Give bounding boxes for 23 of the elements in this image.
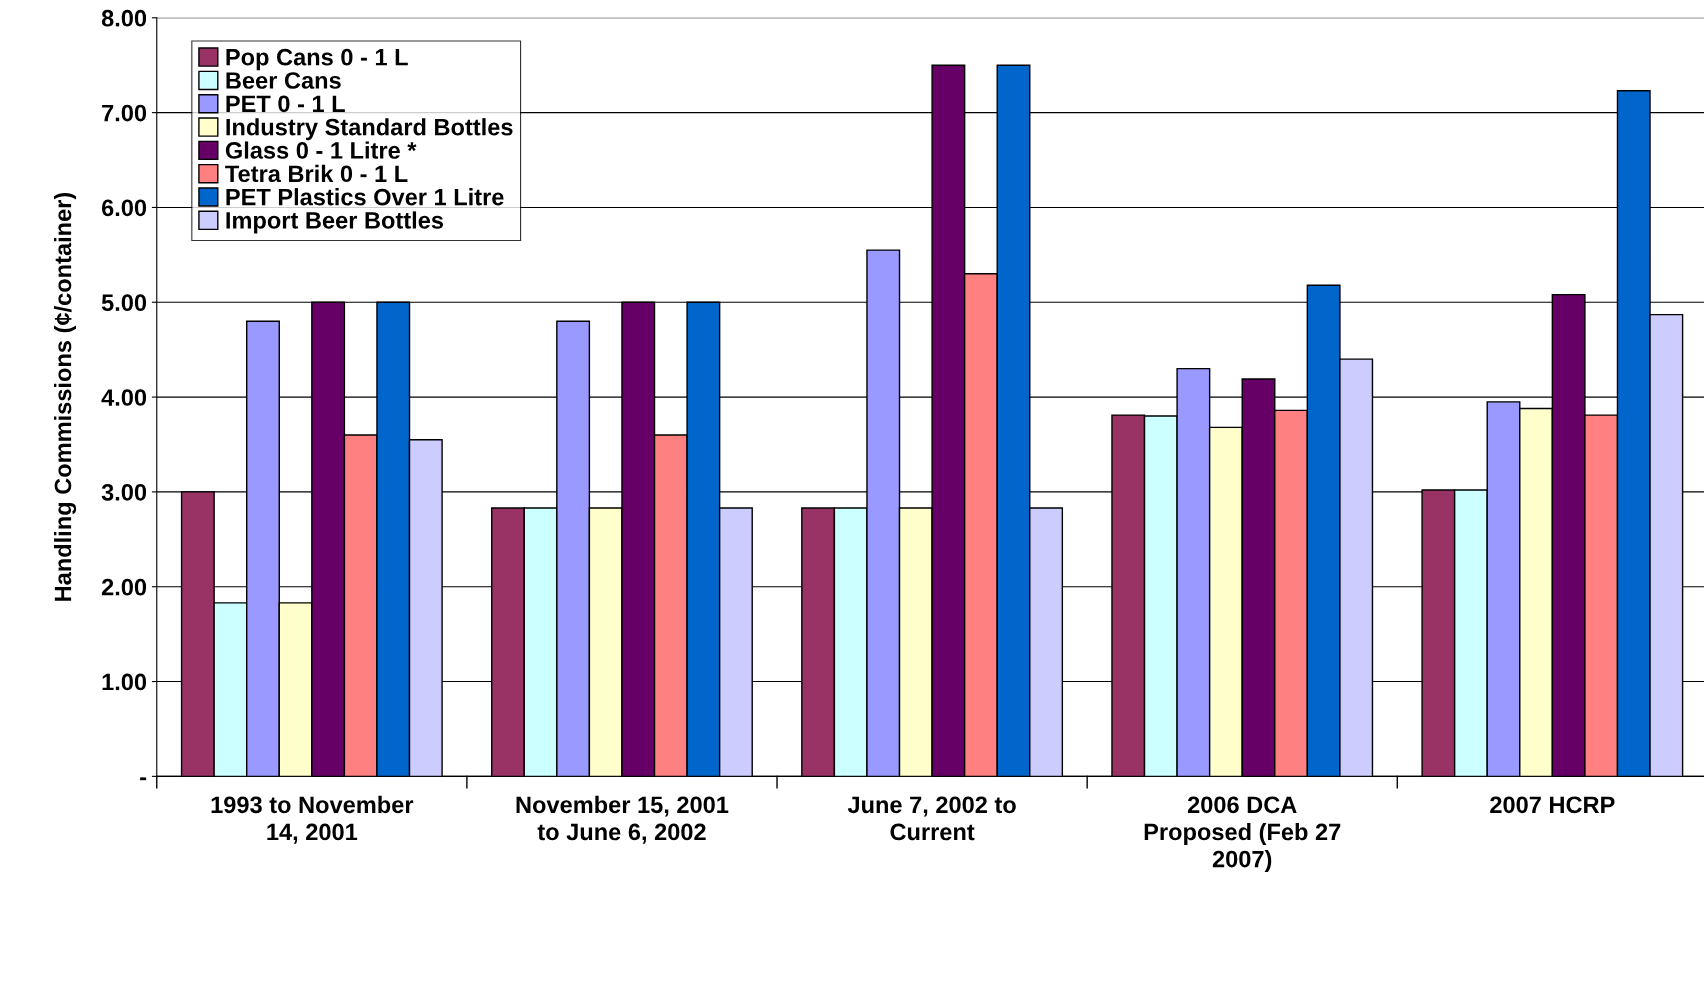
- y-tick-label: -: [140, 777, 147, 781]
- x-tick-label: 2006 DCA Proposed (Feb 27 2007): [1144, 796, 1341, 873]
- y-tick-label: 5.00: [101, 294, 147, 312]
- legend-label: PET 0 - 1 L: [226, 95, 345, 113]
- legend-label: Industry Standard Bottles: [226, 118, 513, 141]
- y-tick-label: 3.00: [101, 483, 147, 501]
- legend-label: Tetra Brik 0 - 1 L: [225, 164, 408, 183]
- x-tick-label: June 7, 2002 to Current: [847, 796, 1016, 841]
- y-tick-label: 6.00: [101, 199, 147, 217]
- legend-label: PET Plastics Over 1 Litre: [226, 188, 504, 206]
- legend-label: Glass 0 - 1 Litre *: [225, 141, 417, 159]
- legend-label: Pop Cans 0 - 1 L: [226, 48, 408, 71]
- x-tick-label: November 15, 2001 to June 6, 2002: [516, 795, 729, 844]
- legend-label: Import Beer Bottles: [226, 211, 444, 234]
- x-tick-label: 2007 HCRP: [1490, 796, 1615, 814]
- y-tick-label: 8.00: [101, 9, 147, 27]
- x-tick-label: 1993 to November 14, 2001: [211, 795, 414, 844]
- y-tick-label: 4.00: [101, 389, 147, 406]
- y-tick-label: 1.00: [102, 673, 147, 691]
- y-tick-label: 2.00: [101, 578, 147, 596]
- y-axis-title: Handling Commissions (¢/container): [53, 192, 77, 601]
- legend-label: Beer Cans: [226, 72, 341, 89]
- y-tick-label: 7.00: [102, 104, 147, 122]
